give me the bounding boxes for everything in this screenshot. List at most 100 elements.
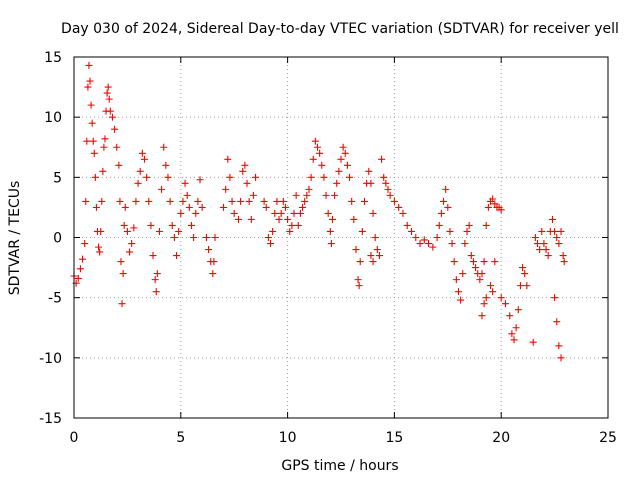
y-tick-label: 10 [44, 110, 62, 126]
data-point [82, 197, 90, 205]
data-point [185, 203, 193, 211]
data-point [89, 137, 97, 145]
data-point [452, 276, 460, 284]
data-point [350, 215, 358, 223]
data-point [476, 276, 484, 284]
data-point [108, 113, 116, 121]
data-point [239, 167, 247, 175]
data-point [138, 149, 146, 157]
data-point [205, 246, 213, 254]
data-point [307, 173, 315, 181]
data-point [444, 203, 452, 211]
data-point [177, 209, 185, 217]
data-point [484, 203, 492, 211]
data-point [196, 176, 204, 184]
data-point [99, 167, 107, 175]
data-point [551, 294, 559, 302]
data-point [540, 240, 548, 248]
data-point [202, 234, 210, 241]
data-point [469, 258, 477, 266]
data-point [123, 227, 131, 235]
data-point [290, 209, 298, 217]
data-point [166, 197, 174, 205]
data-point [560, 258, 568, 266]
data-point [461, 240, 469, 248]
data-point [160, 143, 168, 151]
data-point [355, 282, 363, 290]
y-axis-label: SDTVAR / TECUs [7, 181, 23, 296]
data-point [155, 227, 163, 235]
data-point [343, 161, 351, 169]
data-point [118, 300, 126, 308]
data-point [209, 270, 217, 278]
x-tick-label: 10 [279, 430, 297, 446]
data-point [288, 221, 296, 229]
data-point [384, 185, 392, 193]
data-point [559, 252, 567, 260]
data-point [390, 197, 398, 205]
data-point [454, 288, 462, 296]
data-point [320, 173, 328, 181]
data-point [482, 294, 490, 302]
data-point [352, 246, 360, 254]
data-point [367, 179, 375, 187]
x-tick-label: 5 [176, 430, 185, 446]
data-point [105, 95, 113, 103]
data-point [132, 197, 140, 205]
data-point [463, 227, 471, 235]
data-point [119, 270, 127, 278]
data-point [275, 215, 283, 223]
data-point [305, 185, 313, 193]
data-point [373, 246, 381, 254]
data-point [222, 185, 230, 193]
data-point [448, 240, 456, 248]
data-point [341, 149, 349, 157]
data-point [91, 173, 99, 181]
data-point [386, 191, 394, 199]
data-point [480, 300, 488, 308]
data-point [192, 209, 200, 217]
data-point [328, 215, 336, 223]
data-point [326, 227, 334, 235]
data-point [487, 282, 495, 290]
data-point [284, 215, 292, 223]
data-point [335, 167, 343, 175]
x-axis-label: GPS time / hours [281, 458, 398, 474]
x-tick-label: 15 [385, 430, 403, 446]
data-point [516, 282, 524, 290]
data-point [140, 155, 148, 163]
data-point [354, 276, 362, 284]
data-point [173, 252, 181, 260]
data-point [198, 203, 206, 211]
data-point [369, 209, 377, 217]
data-point [557, 354, 565, 362]
y-tick-label: -15 [39, 411, 62, 427]
data-point [183, 191, 191, 199]
data-point [152, 288, 160, 296]
data-point [542, 246, 550, 254]
grid-layer [74, 57, 608, 418]
data-point [467, 252, 475, 260]
data-point [553, 234, 561, 241]
data-point [134, 179, 142, 187]
y-tick-label: 0 [53, 231, 62, 247]
data-point [153, 270, 161, 278]
data-point [226, 173, 234, 181]
data-point [534, 240, 542, 248]
plot-frame [73, 56, 609, 419]
data-point [241, 161, 249, 169]
data-point [121, 203, 129, 211]
data-point [551, 227, 559, 235]
data-point [446, 227, 454, 235]
data-point [83, 137, 91, 145]
data-point [399, 209, 407, 217]
data-point [311, 137, 319, 145]
data-point [90, 149, 98, 157]
data-point [497, 294, 505, 302]
data-point [506, 312, 514, 320]
data-point [230, 209, 238, 217]
data-point [151, 276, 159, 284]
data-point [557, 227, 565, 235]
data-point [375, 252, 383, 260]
